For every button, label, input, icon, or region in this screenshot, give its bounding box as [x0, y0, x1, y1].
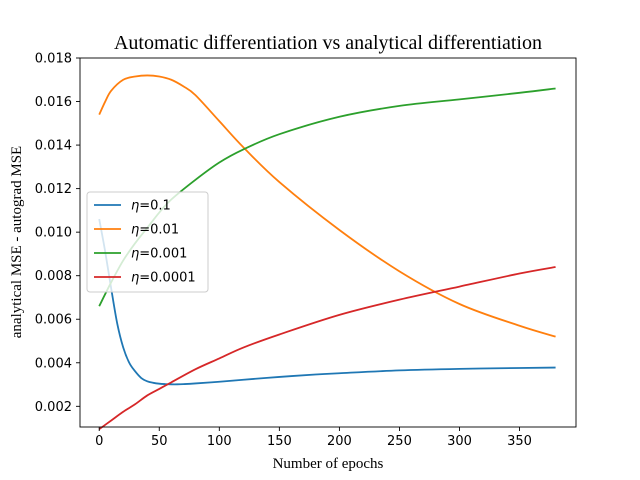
- x-tick-label: 350: [507, 434, 532, 449]
- y-tick-label: 0.002: [35, 400, 72, 415]
- series-line-0: [98, 218, 556, 386]
- y-tick-label: 0.004: [35, 356, 72, 371]
- legend-label-1: η=0.01: [131, 223, 179, 238]
- y-axis-label: analytical MSE - autograd MSE: [9, 146, 25, 338]
- legend-eta-value: =0.1: [139, 199, 171, 214]
- plot-frame: [79, 57, 577, 428]
- legend-label-2: η=0.001: [131, 247, 187, 262]
- x-tick-label: 50: [151, 434, 168, 449]
- series-line-1: [98, 74, 556, 338]
- legend-eta-symbol: η: [131, 271, 139, 286]
- x-axis-label: Number of epochs: [273, 456, 384, 472]
- legend-eta-symbol: η: [131, 223, 139, 238]
- x-tick-label: 0: [95, 434, 103, 449]
- y-tick-label: 0.012: [35, 182, 72, 197]
- y-tick-label: 0.008: [35, 269, 72, 284]
- x-tick-label: 300: [447, 434, 472, 449]
- legend-label-0: η=0.1: [131, 199, 171, 214]
- legend-box: [86, 191, 209, 293]
- y-tick-label: 0.006: [35, 313, 72, 328]
- y-tick-label: 0.010: [35, 226, 72, 241]
- x-tick-label: 150: [267, 434, 292, 449]
- y-tick-label: 0.018: [35, 52, 72, 67]
- legend-eta-value: =0.01: [139, 223, 179, 238]
- legend-label-3: η=0.0001: [131, 271, 196, 286]
- y-tick-label: 0.014: [35, 139, 72, 154]
- x-axis: 0 50 100 150 200 250 300 350: [95, 427, 532, 449]
- chart-title: Automatic differentiation vs analytical …: [114, 32, 542, 54]
- legend-eta-value: =0.0001: [139, 271, 195, 286]
- y-axis: 0.002 0.004 0.006 0.008 0.010 0.012 0.014 0.016…: [35, 52, 80, 415]
- legend-eta-symbol: η: [131, 199, 139, 214]
- y-tick-label: 0.016: [35, 95, 72, 110]
- legend-eta-symbol: η: [131, 247, 139, 262]
- series-line-3: [98, 266, 556, 430]
- x-tick-label: 250: [387, 434, 412, 449]
- x-tick-label: 200: [327, 434, 352, 449]
- legend-eta-value: =0.001: [139, 247, 187, 262]
- x-tick-label: 100: [207, 434, 232, 449]
